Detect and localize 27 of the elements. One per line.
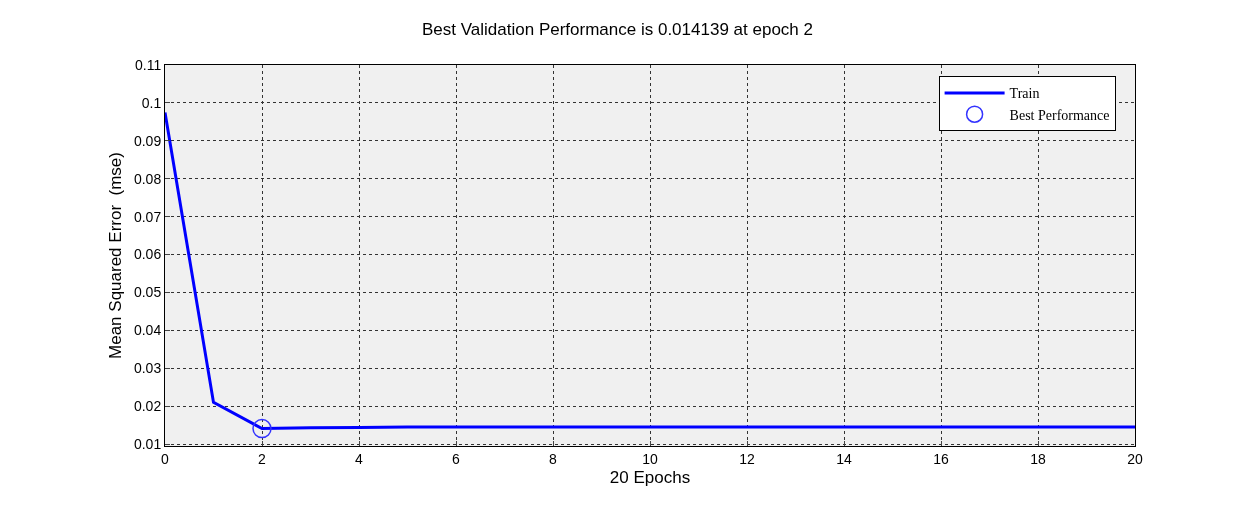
y-tick-label: 0.03 — [133, 360, 162, 377]
chart-title: Best Validation Performance is 0.014139 at epoch 2 — [422, 20, 813, 40]
x-tick-label: 8 — [549, 450, 558, 467]
y-tick-label: 0.02 — [133, 398, 162, 415]
y-axis-title: Mean Squared Error (mse) — [105, 152, 125, 359]
legend-label: Train — [1009, 86, 1040, 102]
y-tick-label: 0.08 — [133, 170, 162, 187]
x-tick-label: 10 — [642, 450, 658, 467]
x-tick-label: 12 — [739, 450, 755, 467]
x-tick-label: 16 — [933, 450, 949, 467]
legend-label: Best Performance — [1009, 107, 1110, 123]
y-tick-label: 0.01 — [133, 436, 162, 452]
x-tick-label: 2 — [258, 450, 267, 467]
x-tick-label: 20 — [1127, 450, 1143, 467]
y-tick-label: 0.11 — [134, 56, 162, 73]
y-tick-label: 0.1 — [141, 94, 162, 111]
x-axis-title: 20 Epochs — [609, 468, 691, 488]
y-tick-label: 0.07 — [133, 208, 162, 225]
y-tick-label: 0.09 — [133, 132, 162, 149]
x-tick-label: 4 — [355, 450, 364, 467]
x-tick-label: 14 — [836, 450, 852, 467]
y-tick-label: 0.04 — [133, 322, 162, 339]
x-tick-label: 0 — [161, 450, 170, 467]
y-tick-label: 0.05 — [133, 284, 162, 301]
x-tick-label: 18 — [1030, 450, 1046, 467]
y-tick-label: 0.06 — [133, 246, 162, 263]
x-tick-label: 6 — [452, 450, 461, 467]
